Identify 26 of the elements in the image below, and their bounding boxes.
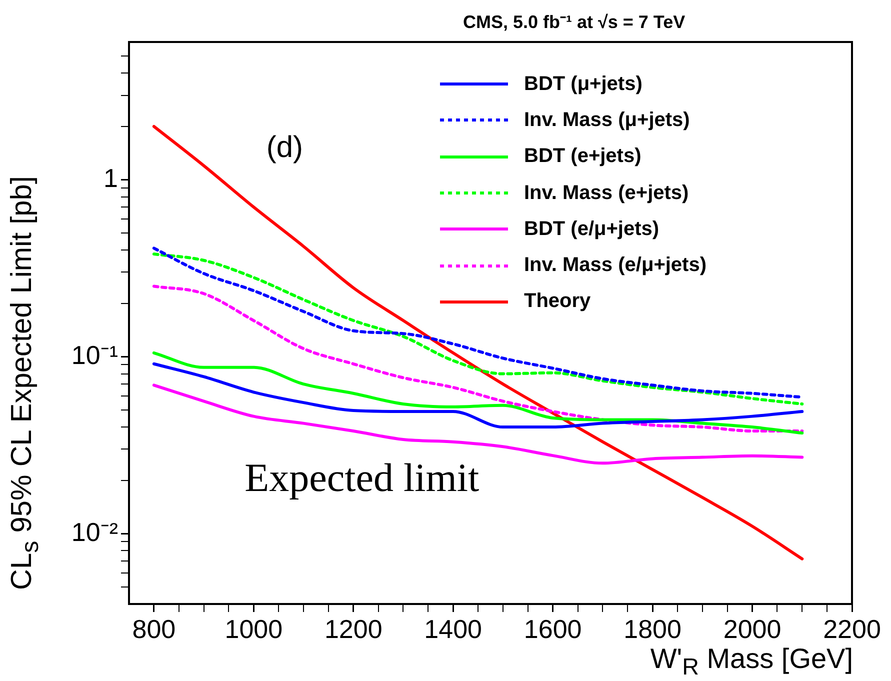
x-tick-label: 1400 — [424, 614, 482, 644]
x-tick-label: 1800 — [624, 614, 682, 644]
x-tick-label: 2200 — [823, 614, 881, 644]
line-series — [152, 384, 804, 465]
y-tick-label: 1 — [104, 162, 118, 193]
legend-label: BDT (e+jets) — [524, 145, 642, 168]
line-series — [152, 284, 804, 432]
legend-label: Theory — [524, 290, 591, 314]
line-series — [152, 362, 804, 429]
legend-label: Inv. Mass (e+jets) — [524, 182, 689, 205]
legend-label: Inv. Mass (e/μ+jets) — [524, 254, 706, 278]
x-tick-label: 2000 — [723, 614, 782, 644]
annotation: Expected limit — [244, 454, 480, 500]
x-tick-label: 1600 — [524, 614, 582, 644]
legend-label: BDT (e/μ+jets) — [524, 218, 660, 241]
x-tick-label: 800 — [132, 614, 176, 644]
legend-label: Inv. Mass (μ+jets) — [524, 108, 690, 132]
line-series — [152, 351, 804, 435]
x-tick-label: 1000 — [224, 614, 283, 644]
y-tick-label: 10⁻² — [71, 516, 118, 547]
annotation: (d) — [266, 131, 304, 164]
x-axis-title: W'$_{R}$ Mass [GeV] — [650, 643, 853, 680]
y-tick-label: 10⁻¹ — [71, 340, 118, 370]
legend-label: BDT (μ+jets) — [524, 72, 642, 96]
x-tick-label: 1200 — [324, 614, 382, 644]
chart-title: CMS, 5.0 fb⁻¹ at √s = 7 TeV — [463, 11, 686, 33]
